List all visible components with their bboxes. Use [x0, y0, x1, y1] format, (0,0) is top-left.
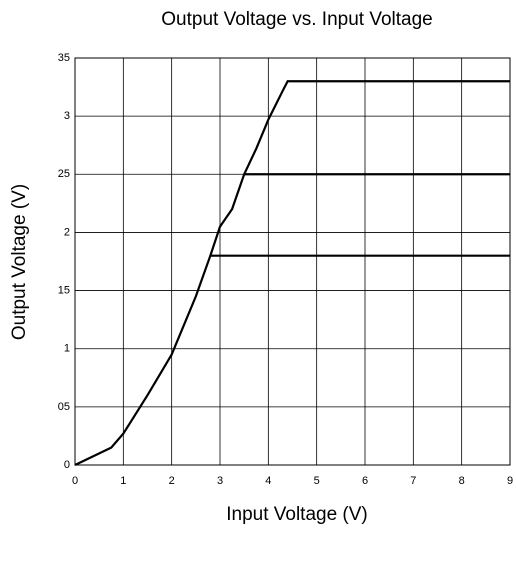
y-tick-label: 2	[64, 226, 70, 238]
plot-frame	[74, 57, 511, 466]
y-tick-label: 05	[58, 401, 70, 413]
y-tick-label: 1	[64, 343, 70, 355]
y-tick-label: 35	[58, 52, 70, 64]
y-axis-label: Output Voltage (V)	[9, 184, 30, 340]
x-tick-label: 8	[459, 475, 465, 487]
chart-title: Output Voltage vs. Input Voltage	[161, 9, 432, 30]
x-tick-label: 9	[507, 475, 513, 487]
x-tick-label: 4	[265, 475, 271, 487]
x-tick-label: 0	[72, 475, 78, 487]
x-tick-label: 5	[314, 475, 320, 487]
y-tick-label: 25	[58, 168, 70, 180]
x-tick-label: 7	[410, 475, 416, 487]
x-tick-label: 3	[217, 475, 223, 487]
line-series	[74, 80, 510, 466]
x-tick-label: 2	[169, 475, 175, 487]
y-tick-label: 15	[58, 284, 70, 296]
y-tick-label: 0	[64, 459, 70, 471]
x-axis-label: Input Voltage (V)	[226, 504, 368, 525]
x-tick-label: 1	[120, 475, 126, 487]
x-tick-label: 6	[362, 475, 368, 487]
y-tick-label: 3	[64, 110, 70, 122]
